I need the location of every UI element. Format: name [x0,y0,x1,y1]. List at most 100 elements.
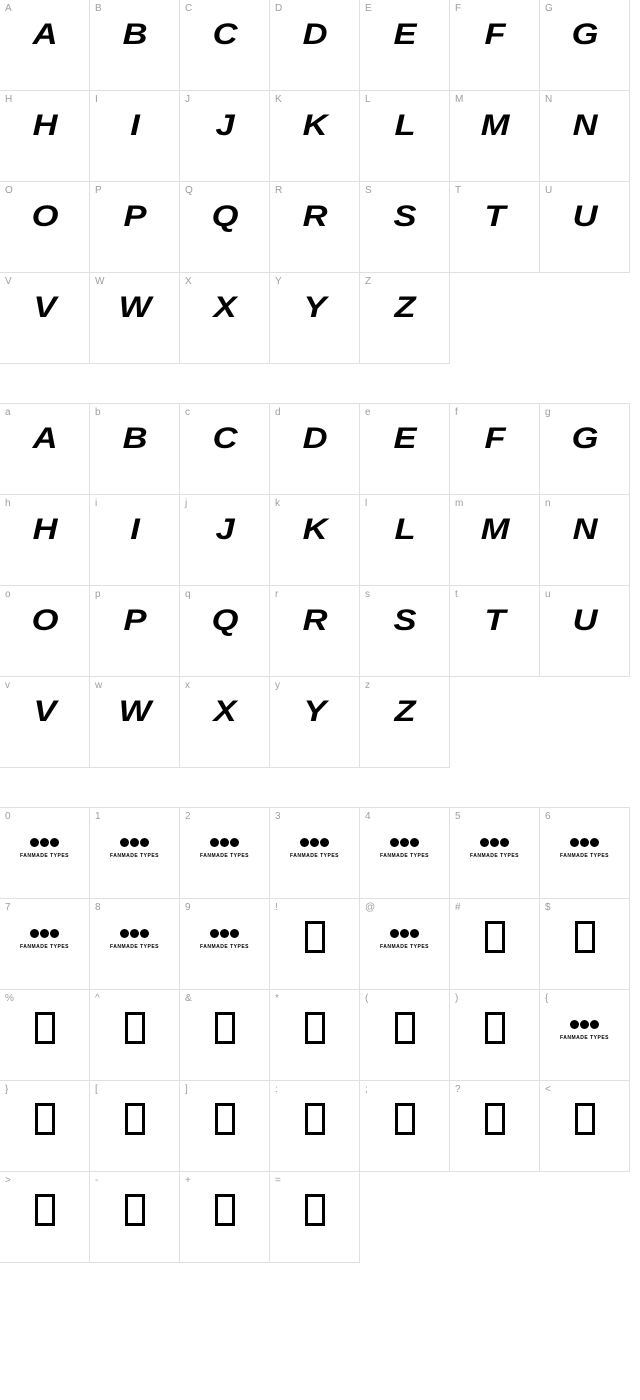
glyph-cell: iI [89,494,180,586]
glyph-display: N [533,109,635,143]
glyph-display: X [173,695,275,729]
glyph-display: H [0,513,96,547]
missing-glyph-box [575,921,595,953]
glyph-cell: < [539,1080,630,1172]
glyph-label: n [545,498,551,509]
glyph-display: K [263,109,365,143]
glyph-label: j [185,498,187,509]
empty-cell [359,1171,450,1263]
glyph-label: c [185,407,190,418]
missing-glyph-box [35,1012,55,1044]
glyph-label: V [5,276,12,287]
glyph-cell: qQ [179,585,270,677]
missing-glyph-box [215,1012,235,1044]
empty-cell [539,1171,630,1263]
glyph-label: D [275,3,282,14]
glyph-label: % [5,993,14,1004]
glyph-display: F [443,422,545,456]
glyph-cell: AA [0,0,90,91]
glyph-label: < [545,1084,551,1095]
glyph-cell: YY [269,272,360,364]
glyph-display: Y [263,695,365,729]
glyph-label: k [275,498,280,509]
logo-glyph: FANMADE TYPES [180,925,269,950]
glyph-display: V [0,291,96,325]
glyph-display: M [443,109,545,143]
glyph-label: W [95,276,104,287]
glyph-display: C [173,18,275,52]
glyph-label: ; [365,1084,368,1095]
glyph-cell: BB [89,0,180,91]
glyph-label: P [95,185,102,196]
logo-glyph: FANMADE TYPES [90,925,179,950]
glyph-label: ! [275,902,278,913]
glyph-label: X [185,276,192,287]
glyph-display: L [353,513,455,547]
glyph-label: J [185,94,190,105]
glyph-label: N [545,94,552,105]
glyph-grid-lowercase: aAbBcCdDeEfFgGhHiIjJkKlLmMnNoOpPqQrRsStT… [0,404,640,768]
glyph-label: ] [185,1084,188,1095]
glyph-cell: EE [359,0,450,91]
glyph-cell: HH [0,90,90,182]
empty-cell [539,272,630,364]
glyph-display: S [353,200,455,234]
missing-glyph-box [215,1194,235,1226]
glyph-label: G [545,3,553,14]
missing-glyph-box [485,1012,505,1044]
glyph-label: : [275,1084,278,1095]
glyph-display: Q [173,200,275,234]
glyph-label: s [365,589,370,600]
glyph-cell: kK [269,494,360,586]
glyph-label: } [5,1084,8,1095]
glyph-cell: 8FANMADE TYPES [89,898,180,990]
glyph-cell: VV [0,272,90,364]
glyph-cell: UU [539,181,630,273]
glyph-label: Y [275,276,282,287]
glyph-cell: pP [89,585,180,677]
glyph-display: I [83,109,185,143]
glyph-label: ) [455,993,458,1004]
glyph-label: H [5,94,12,105]
glyph-label: C [185,3,192,14]
missing-glyph-box [305,1012,325,1044]
glyph-cell: oO [0,585,90,677]
missing-glyph-box [35,1194,55,1226]
missing-glyph-box [395,1103,415,1135]
glyph-cell: ] [179,1080,270,1172]
glyph-label: = [275,1175,281,1186]
glyph-label: A [5,3,12,14]
glyph-label: q [185,589,191,600]
glyph-display: T [443,604,545,638]
glyph-cell: II [89,90,180,182]
glyph-cell: ) [449,989,540,1081]
empty-cell [449,676,540,768]
glyph-cell: [ [89,1080,180,1172]
glyph-label: f [455,407,458,418]
glyph-display: J [173,109,275,143]
glyph-label: y [275,680,280,691]
glyph-cell: > [0,1171,90,1263]
glyph-cell: * [269,989,360,1081]
glyph-cell: zZ [359,676,450,768]
glyph-label: O [5,185,13,196]
glyph-label: 5 [455,811,461,822]
glyph-cell: 5FANMADE TYPES [449,807,540,899]
glyph-display: E [353,18,455,52]
glyph-display: R [263,604,365,638]
glyph-cell: nN [539,494,630,586]
glyph-cell: % [0,989,90,1081]
glyph-display: P [83,604,185,638]
glyph-display: W [83,695,185,729]
glyph-display: A [0,18,96,52]
glyph-label: 6 [545,811,551,822]
glyph-label: & [185,993,192,1004]
glyph-cell: 6FANMADE TYPES [539,807,630,899]
glyph-cell: : [269,1080,360,1172]
glyph-cell: & [179,989,270,1081]
glyph-cell: MM [449,90,540,182]
glyph-label: 9 [185,902,191,913]
glyph-cell: 4FANMADE TYPES [359,807,450,899]
glyph-label: 1 [95,811,101,822]
glyph-cell: TT [449,181,540,273]
